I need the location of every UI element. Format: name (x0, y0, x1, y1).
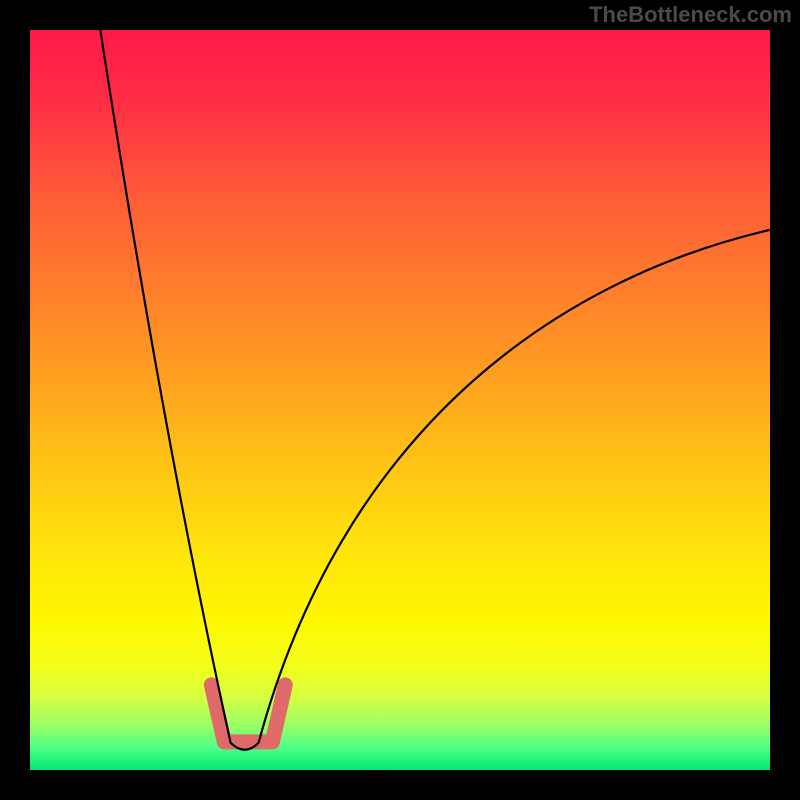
bottleneck-chart (0, 0, 800, 800)
chart-container: TheBottleneck.com (0, 0, 800, 800)
plot-background (30, 30, 770, 770)
watermark-text: TheBottleneck.com (589, 2, 792, 28)
